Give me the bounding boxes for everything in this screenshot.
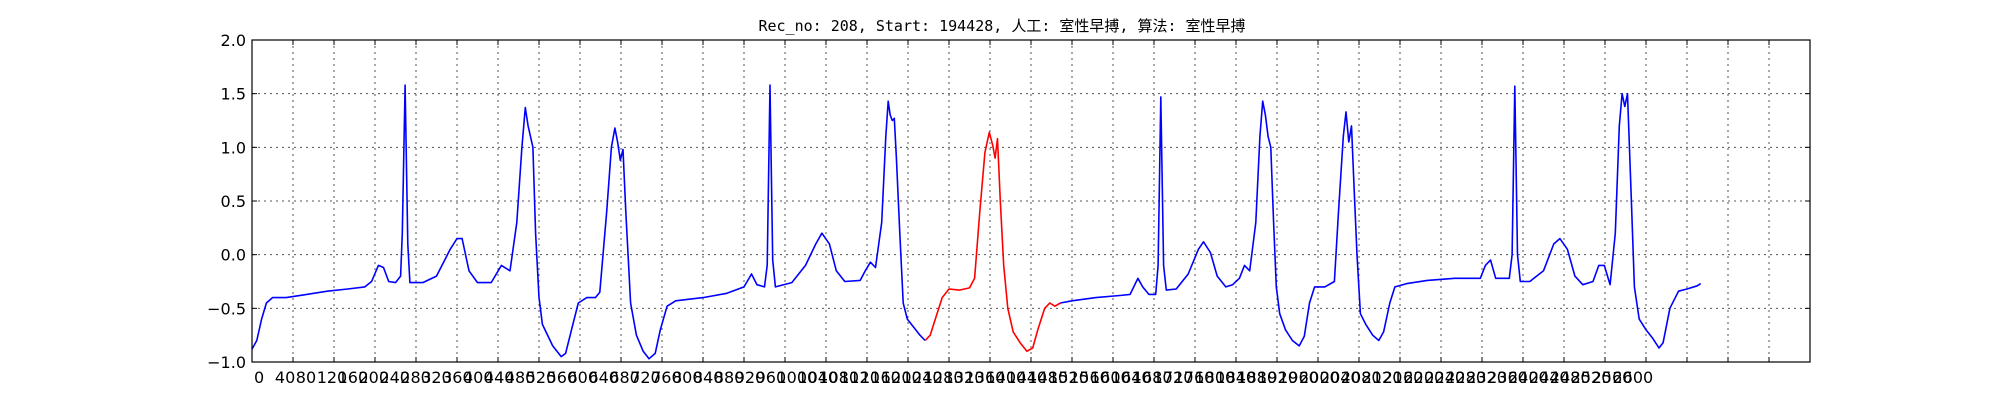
x-tick-label: 1240	[902, 368, 943, 387]
x-tick-label: 480	[505, 368, 536, 387]
x-tick-label: 1400	[986, 368, 1027, 387]
x-tick-label: 1320	[944, 368, 985, 387]
x-tick-label: 2040	[1320, 368, 1361, 387]
x-tick-label: 1520	[1048, 368, 1089, 387]
x-tick-label: 720	[630, 368, 661, 387]
x-tick-label: 440	[484, 368, 515, 387]
x-tick-label: 560	[547, 368, 578, 387]
x-tick-label: 320	[421, 368, 452, 387]
x-tick-label: 800	[672, 368, 703, 387]
x-tick-label: 1480	[1027, 368, 1068, 387]
x-tick-label: 1600	[1090, 368, 1131, 387]
x-tick-label: 160	[338, 368, 369, 387]
x-tick-label: 2360	[1487, 368, 1528, 387]
x-tick-label: 80	[296, 368, 316, 387]
x-tick-label: 1840	[1215, 368, 1256, 387]
chart-title: Rec_no: 208, Start: 194428, 人工: 室性早搏, 算法…	[758, 17, 1245, 35]
x-tick-label: 2200	[1404, 368, 1445, 387]
x-tick-label: 40	[275, 368, 295, 387]
x-tick-label: 1640	[1111, 368, 1152, 387]
x-tick-label: 280	[400, 368, 431, 387]
grid-lines	[252, 40, 1810, 362]
ecg-segment-2	[924, 131, 1061, 353]
x-tick-label: 400	[463, 368, 494, 387]
x-tick-label: 2120	[1362, 368, 1403, 387]
x-tick-label: 1280	[923, 368, 964, 387]
x-tick-label: 600	[568, 368, 599, 387]
x-tick-label: 1560	[1069, 368, 1110, 387]
x-tick-label: 640	[588, 368, 619, 387]
x-tick-label: 2440	[1529, 368, 1570, 387]
x-tick-label: 760	[651, 368, 682, 387]
x-tick-label: 2160	[1383, 368, 1424, 387]
x-tick-label: 1920	[1257, 368, 1298, 387]
x-tick-label: 2560	[1592, 368, 1633, 387]
x-tick-label: 2480	[1550, 368, 1591, 387]
x-tick-label: 2400	[1508, 368, 1549, 387]
x-tick-label: 1120	[839, 368, 880, 387]
x-tick-label: 0	[254, 368, 264, 387]
x-tick-label: 2600	[1613, 368, 1654, 387]
x-tick-label: 680	[609, 368, 640, 387]
y-tick-label: −0.5	[207, 299, 246, 318]
x-tick-label: 1000	[777, 368, 818, 387]
ecg-series	[251, 84, 1702, 360]
x-tick-label: 1960	[1278, 368, 1319, 387]
y-tick-label: 2.0	[221, 31, 246, 50]
x-tick-label: 1760	[1174, 368, 1215, 387]
x-tick-label: 1080	[818, 368, 859, 387]
x-tick-label: 1800	[1195, 368, 1236, 387]
y-tick-label: 0.5	[221, 192, 246, 211]
x-tick-label: 1720	[1153, 368, 1194, 387]
x-tick-label: 1360	[965, 368, 1006, 387]
x-tick-label: 1880	[1236, 368, 1277, 387]
x-tick-label: 1160	[860, 368, 901, 387]
x-axis: 0 40 80 12016020024028032036040044048052056…	[251, 40, 1811, 387]
x-tick-label: 2080	[1341, 368, 1382, 387]
x-tick-label: 920	[735, 368, 766, 387]
x-tick-label: 120	[317, 368, 348, 387]
x-tick-label: 1200	[881, 368, 922, 387]
x-tick-label: 2280	[1445, 368, 1486, 387]
ecg-segment-3	[1060, 85, 1702, 349]
x-tick-label: 1680	[1132, 368, 1173, 387]
y-tick-label: 1.0	[221, 138, 246, 157]
x-tick-label: 200	[359, 368, 390, 387]
x-tick-label: 840	[693, 368, 724, 387]
x-tick-label: 880	[714, 368, 745, 387]
y-tick-label: 1.5	[221, 85, 246, 104]
y-axis: −1.0 −0.5 0.0 0.5 1.0 1.5 2.0	[207, 31, 1810, 372]
y-tick-label: −1.0	[207, 353, 246, 372]
x-tick-label: 360	[442, 368, 473, 387]
x-tick-label: 2520	[1571, 368, 1612, 387]
ecg-segment-1	[251, 84, 926, 360]
x-tick-label: 520	[526, 368, 557, 387]
x-tick-label: 240	[379, 368, 410, 387]
x-tick-label: 2320	[1466, 368, 1507, 387]
x-tick-label: 2000	[1299, 368, 1340, 387]
x-tick-label: 960	[756, 368, 787, 387]
y-tick-label: 0.0	[221, 246, 246, 265]
x-tick-label: 1440	[1006, 368, 1047, 387]
x-tick-label: 2240	[1424, 368, 1465, 387]
x-tick-label: 1040	[797, 368, 838, 387]
